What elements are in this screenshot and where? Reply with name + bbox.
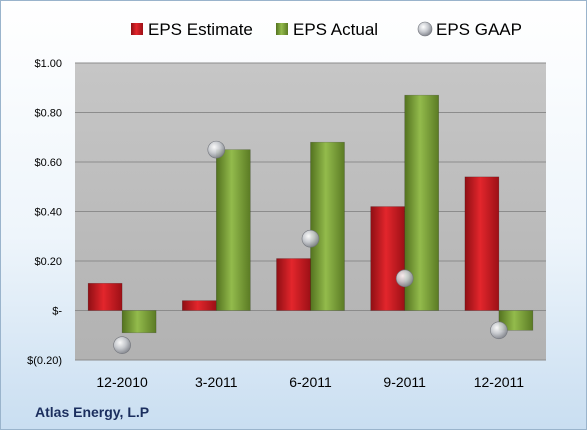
- y-tick-label: $0.80: [34, 108, 62, 120]
- x-axis-tick-labels: 12-2010 3-2011 6-2011 9-2011 12-2011: [96, 374, 524, 390]
- bars: [87, 94, 534, 334]
- legend-gaap-marker: [417, 21, 433, 37]
- company-name: Atlas Energy, L.P: [35, 404, 150, 420]
- legend-estimate-swatch: [131, 23, 143, 35]
- eps-estimate-bar: [370, 206, 406, 311]
- x-tick-label: 6-2011: [289, 374, 332, 390]
- eps-actual-bar: [121, 310, 157, 334]
- x-tick-label: 12-2011: [474, 374, 525, 390]
- eps-estimate-bar: [276, 258, 311, 311]
- y-tick-label: $0.40: [34, 207, 62, 219]
- eps-gaap-point: [395, 269, 414, 288]
- eps-actual-bar: [310, 141, 345, 311]
- eps-gaap-point: [301, 229, 320, 248]
- y-axis-tick-labels: $(0.20) $- $0.20 $0.40 $0.60 $0.80 $1.00: [27, 58, 62, 367]
- eps-estimate-bar: [87, 282, 123, 311]
- y-tick-label: $1.00: [34, 58, 62, 70]
- y-tick-label: $-: [52, 306, 62, 318]
- eps-actual-bar: [498, 310, 534, 331]
- gaap-points: [113, 140, 508, 354]
- legend-estimate-label: EPS Estimate: [148, 20, 253, 39]
- eps-gaap-point: [207, 140, 226, 159]
- x-tick-label: 3-2011: [195, 374, 238, 390]
- legend-gaap-label: EPS GAAP: [436, 20, 522, 39]
- eps-estimate-bar: [464, 176, 500, 311]
- eps-estimate-bar: [182, 300, 217, 311]
- y-tick-label: $0.20: [34, 256, 62, 268]
- eps-gaap-point: [113, 336, 131, 354]
- legend-actual-swatch: [276, 23, 288, 35]
- x-tick-label: 12-2010: [96, 374, 148, 390]
- legend-actual-label: EPS Actual: [293, 20, 378, 39]
- eps-actual-bar: [216, 149, 251, 311]
- x-tick-label: 9-2011: [383, 374, 426, 390]
- y-tick-label: $0.60: [34, 157, 62, 169]
- legend: EPS Estimate EPS Actual EPS GAAP: [131, 20, 522, 39]
- eps-gaap-point: [490, 321, 508, 340]
- y-tick-label: $(0.20): [27, 355, 62, 367]
